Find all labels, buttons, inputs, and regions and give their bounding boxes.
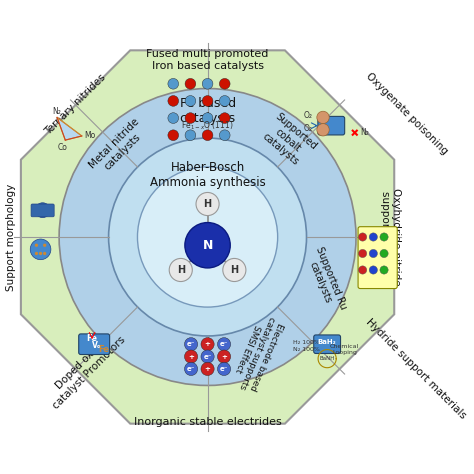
Circle shape [202, 113, 213, 123]
Text: O₂: O₂ [304, 125, 313, 134]
Text: H: H [177, 265, 185, 275]
Circle shape [35, 252, 38, 255]
Text: Supported
cobalt
catalysts: Supported cobalt catalysts [258, 112, 319, 170]
Circle shape [184, 337, 198, 351]
FancyBboxPatch shape [31, 204, 54, 217]
Text: e⁻: e⁻ [187, 366, 195, 372]
Circle shape [218, 362, 231, 375]
Circle shape [369, 233, 377, 241]
Circle shape [185, 223, 230, 268]
Text: Mo: Mo [84, 131, 95, 140]
Text: Fe based
catalysts: Fe based catalysts [180, 97, 236, 125]
Circle shape [35, 203, 50, 218]
Text: +: + [221, 354, 227, 360]
Circle shape [218, 350, 231, 363]
Circle shape [358, 249, 367, 257]
Text: N₂: N₂ [52, 107, 61, 116]
Text: Oxygenate poisoning: Oxygenate poisoning [364, 71, 450, 156]
Circle shape [369, 266, 377, 274]
Polygon shape [21, 50, 394, 424]
Circle shape [168, 113, 179, 123]
Circle shape [30, 239, 51, 260]
Circle shape [168, 96, 179, 106]
Text: Electrode based
catalyst supports
SMSI Effect: Electrode based catalyst supports SMSI E… [228, 311, 286, 394]
Circle shape [218, 337, 231, 351]
Circle shape [219, 113, 230, 123]
Text: N₂ 100%: N₂ 100% [293, 346, 320, 352]
Circle shape [369, 249, 377, 257]
Text: +: + [205, 366, 210, 372]
Text: H₂ 100%: H₂ 100% [293, 340, 320, 345]
Circle shape [358, 233, 367, 241]
Text: N: N [202, 239, 213, 252]
Text: Inorganic stable electrides: Inorganic stable electrides [134, 417, 282, 427]
Circle shape [168, 130, 179, 141]
Circle shape [137, 167, 278, 307]
Text: Co: Co [57, 143, 67, 152]
Circle shape [317, 124, 329, 136]
Text: Fe: Fe [98, 345, 109, 354]
Circle shape [219, 78, 230, 89]
Circle shape [317, 111, 329, 124]
Text: Haber-Bosch
Ammonia synthesis: Haber-Bosch Ammonia synthesis [150, 161, 265, 189]
Text: e⁻: e⁻ [220, 341, 228, 347]
Circle shape [185, 96, 196, 106]
Text: Doped oxide
catalyst Promotors: Doped oxide catalyst Promotors [43, 327, 128, 411]
Circle shape [201, 362, 214, 375]
Text: Vₒ: Vₒ [92, 340, 102, 349]
Circle shape [169, 258, 192, 282]
Text: Fused multi promoted
Iron based catalysts: Fused multi promoted Iron based catalyst… [146, 49, 269, 71]
Circle shape [185, 78, 196, 89]
Circle shape [202, 130, 213, 141]
FancyBboxPatch shape [314, 335, 340, 354]
Circle shape [168, 78, 179, 89]
Text: H: H [203, 199, 211, 209]
Circle shape [43, 252, 46, 255]
Circle shape [380, 266, 388, 274]
Text: Ternary nitrides: Ternary nitrides [43, 73, 107, 137]
Text: BaNH: BaNH [319, 356, 335, 361]
Text: H: H [230, 265, 238, 275]
Polygon shape [57, 118, 82, 140]
Text: Fe$_{1-x}$O (111): Fe$_{1-x}$O (111) [181, 119, 234, 132]
Circle shape [202, 78, 213, 89]
Text: Supported Ru
catalysts: Supported Ru catalysts [303, 245, 348, 315]
FancyBboxPatch shape [79, 334, 109, 355]
Text: Fe: Fe [86, 334, 97, 343]
Circle shape [380, 233, 388, 241]
FancyBboxPatch shape [358, 227, 397, 289]
Circle shape [184, 362, 198, 375]
Text: N₂: N₂ [360, 128, 369, 137]
Circle shape [109, 138, 307, 336]
FancyBboxPatch shape [318, 117, 345, 135]
Text: e⁻: e⁻ [220, 366, 228, 372]
Circle shape [185, 130, 196, 141]
Circle shape [201, 337, 214, 351]
Circle shape [358, 266, 367, 274]
Text: e⁻: e⁻ [203, 354, 212, 360]
Text: +: + [188, 354, 194, 360]
Text: Chemical
Looping: Chemical Looping [330, 344, 359, 355]
Circle shape [59, 89, 356, 385]
Circle shape [202, 96, 213, 106]
Circle shape [43, 244, 46, 247]
Text: +: + [205, 341, 210, 347]
Circle shape [196, 192, 219, 216]
Circle shape [185, 113, 196, 123]
Circle shape [39, 252, 42, 255]
Text: O₂: O₂ [304, 111, 313, 120]
Circle shape [201, 350, 214, 363]
Text: BaH₂: BaH₂ [318, 339, 337, 345]
Circle shape [219, 96, 230, 106]
Circle shape [184, 350, 198, 363]
Circle shape [35, 244, 38, 247]
Text: Oxyhydride nitride
support materials: Oxyhydride nitride support materials [380, 188, 401, 286]
Text: Hydride support materials: Hydride support materials [364, 317, 468, 421]
Text: e⁻: e⁻ [187, 341, 195, 347]
Circle shape [380, 249, 388, 257]
Text: Metal nitride
catalysts: Metal nitride catalysts [88, 117, 150, 179]
Circle shape [223, 258, 246, 282]
Circle shape [219, 130, 230, 141]
Text: Support morphology: Support morphology [6, 183, 16, 291]
